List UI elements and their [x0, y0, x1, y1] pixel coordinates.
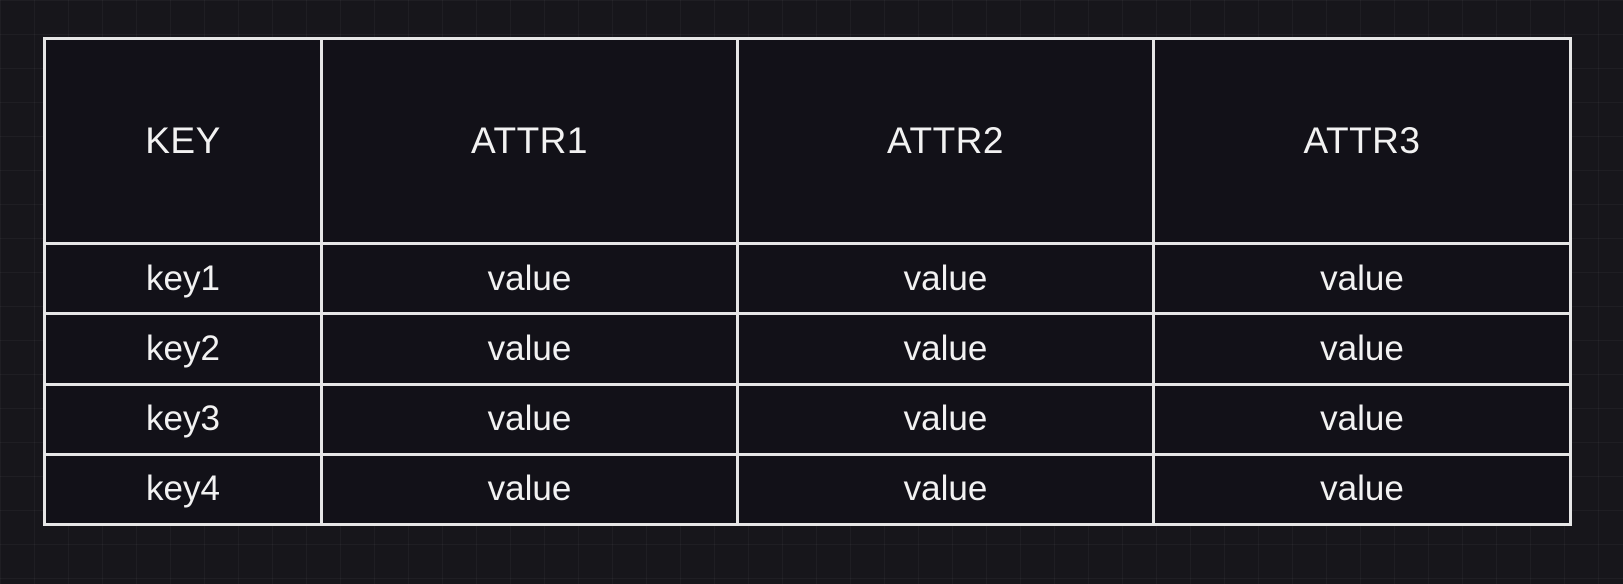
row-attr3-cell: value [1152, 312, 1572, 386]
row-attr1-cell: value [320, 312, 739, 386]
row-attr2-cell: value [736, 382, 1155, 456]
row-attr1-cell: value [320, 452, 739, 527]
row-attr2-cell: value [736, 241, 1155, 316]
row-attr3-cell: value [1152, 241, 1572, 316]
header-attr2: ATTR2 [736, 37, 1155, 245]
row-attr3-cell: value [1152, 382, 1572, 456]
row-key-cell: key3 [43, 382, 323, 456]
row-key-cell: key2 [43, 312, 323, 386]
header-key: KEY [43, 37, 323, 245]
table-row: key2 value value value [43, 312, 1572, 386]
header-attr1: ATTR1 [320, 37, 739, 245]
row-attr1-cell: value [320, 241, 739, 316]
table-row: key3 value value value [43, 382, 1572, 456]
row-attr3-cell: value [1152, 452, 1572, 527]
row-attr2-cell: value [736, 312, 1155, 386]
header-attr3: ATTR3 [1152, 37, 1572, 245]
row-attr2-cell: value [736, 452, 1155, 527]
key-value-table-container: KEY ATTR1 ATTR2 ATTR3 key1 value value v… [43, 37, 1572, 527]
row-key-cell: key4 [43, 452, 323, 527]
table-header-row: KEY ATTR1 ATTR2 ATTR3 [43, 37, 1572, 245]
row-attr1-cell: value [320, 382, 739, 456]
key-value-table: KEY ATTR1 ATTR2 ATTR3 key1 value value v… [43, 37, 1572, 527]
row-key-cell: key1 [43, 241, 323, 316]
table-row: key1 value value value [43, 241, 1572, 316]
table-row: key4 value value value [43, 452, 1572, 527]
